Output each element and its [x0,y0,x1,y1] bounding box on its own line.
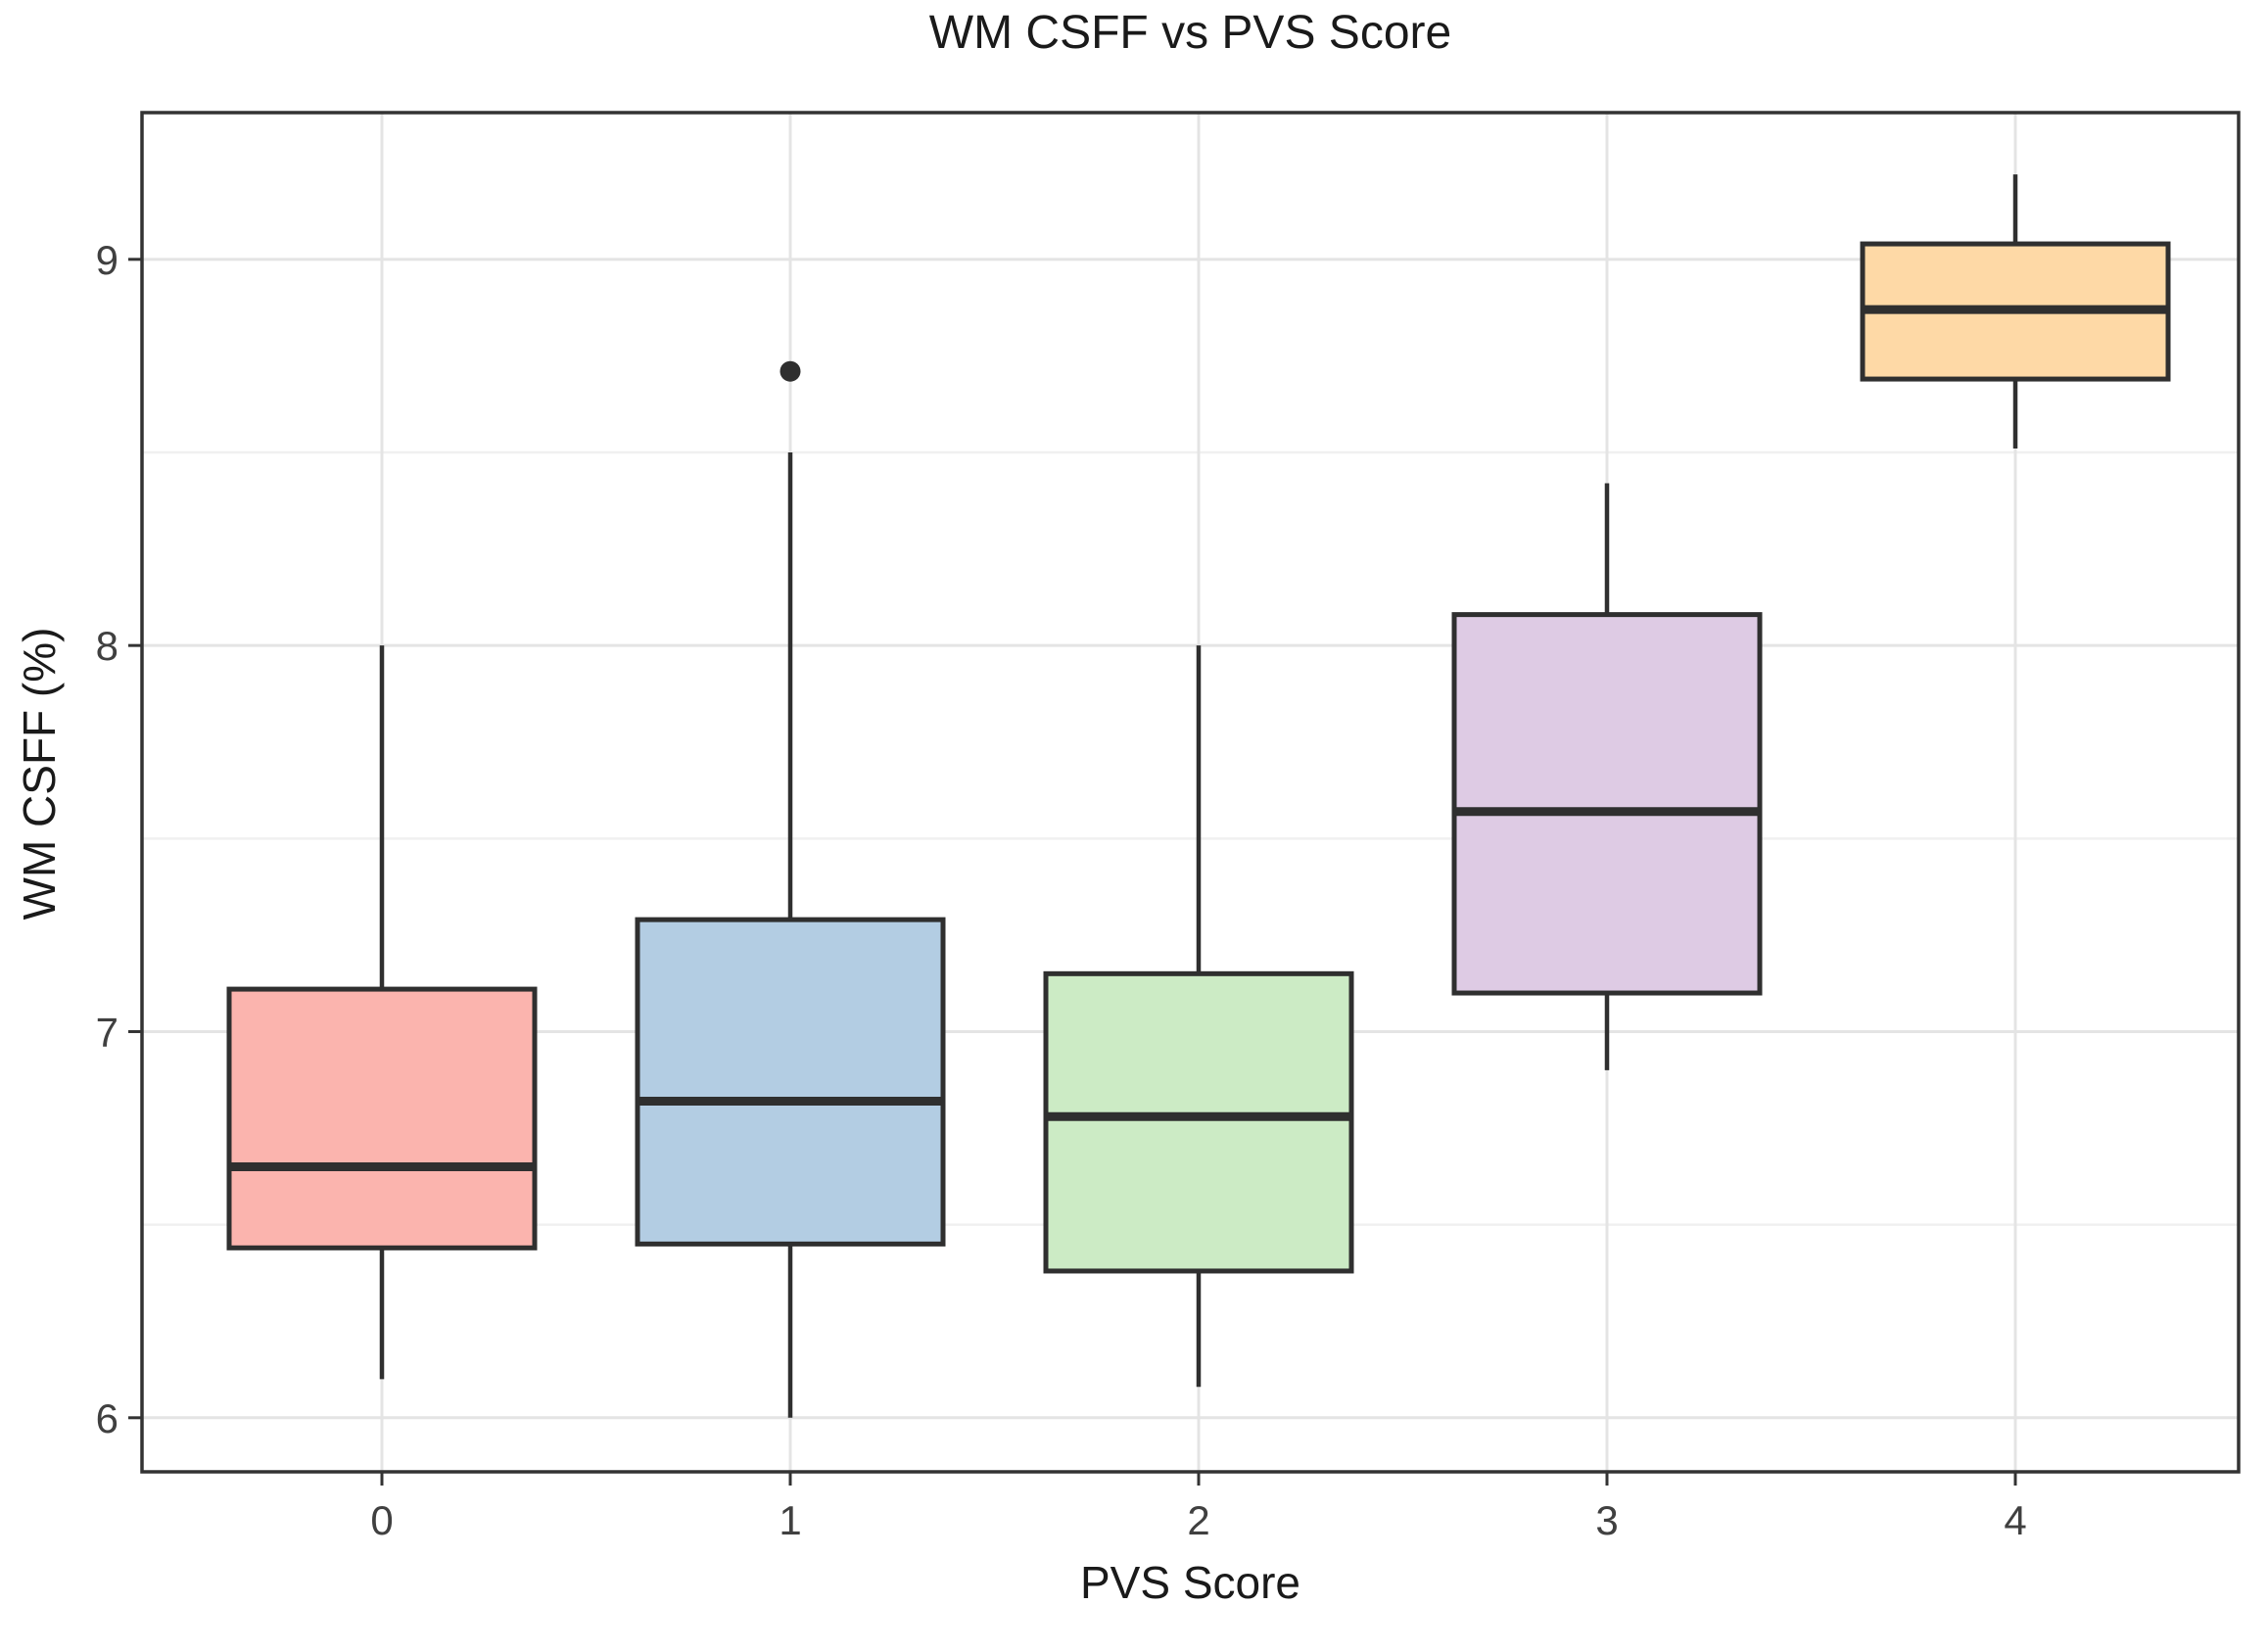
x-tick-label: 1 [779,1497,801,1543]
x-tick-label: 4 [2004,1497,2026,1543]
y-tick-label: 9 [96,237,118,283]
x-tick-label: 2 [1187,1497,1209,1543]
y-tick-label: 6 [96,1395,118,1441]
y-axis-title: WM CSFF (%) [14,627,65,920]
x-tick-label: 3 [1595,1497,1618,1543]
x-axis-title: PVS Score [1080,1557,1300,1608]
x-tick-label: 0 [370,1497,393,1543]
y-tick-label: 8 [96,623,118,669]
box-rect [1451,612,1763,996]
box-rect [635,917,946,1247]
panel-border [140,111,2241,1474]
box-rect [1043,970,1354,1274]
box-rect [226,986,538,1251]
y-tick-label: 7 [96,1009,118,1055]
chart-title: WM CSFF vs PVS Score [928,7,1452,59]
outlier-point [780,360,801,382]
